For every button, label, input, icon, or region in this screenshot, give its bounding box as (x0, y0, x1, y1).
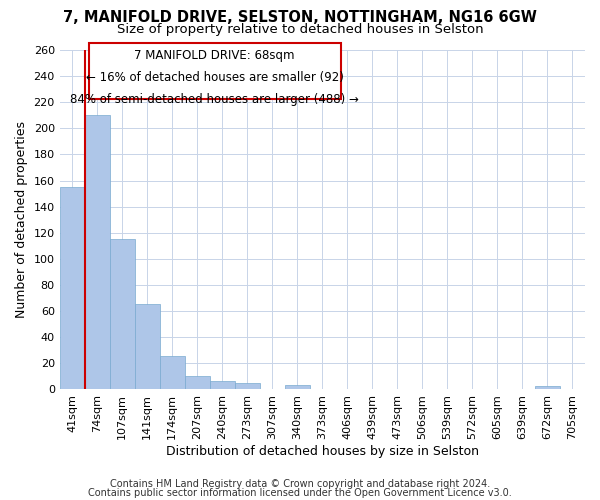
Bar (185, 376, 210, 389)
Text: 7 MANIFOLD DRIVE: 68sqm: 7 MANIFOLD DRIVE: 68sqm (134, 48, 295, 62)
Text: ← 16% of detached houses are smaller (92): ← 16% of detached houses are smaller (92… (86, 70, 344, 84)
Bar (535, 386, 560, 389)
Bar (135, 304, 160, 389)
Bar (160, 356, 185, 389)
Text: Contains HM Land Registry data © Crown copyright and database right 2024.: Contains HM Land Registry data © Crown c… (110, 479, 490, 489)
Text: 7, MANIFOLD DRIVE, SELSTON, NOTTINGHAM, NG16 6GW: 7, MANIFOLD DRIVE, SELSTON, NOTTINGHAM, … (63, 10, 537, 25)
Text: 84% of semi-detached houses are larger (488) →: 84% of semi-detached houses are larger (… (70, 92, 359, 106)
Bar (85, 116, 110, 389)
Text: Contains public sector information licensed under the Open Government Licence v3: Contains public sector information licen… (88, 488, 512, 498)
FancyBboxPatch shape (89, 44, 341, 100)
Bar (59, 187, 85, 389)
Bar (285, 385, 310, 389)
Bar (110, 239, 135, 389)
Bar (235, 382, 260, 389)
X-axis label: Distribution of detached houses by size in Selston: Distribution of detached houses by size … (166, 444, 479, 458)
Bar (210, 382, 235, 389)
Text: Size of property relative to detached houses in Selston: Size of property relative to detached ho… (116, 22, 484, 36)
Y-axis label: Number of detached properties: Number of detached properties (15, 121, 28, 318)
